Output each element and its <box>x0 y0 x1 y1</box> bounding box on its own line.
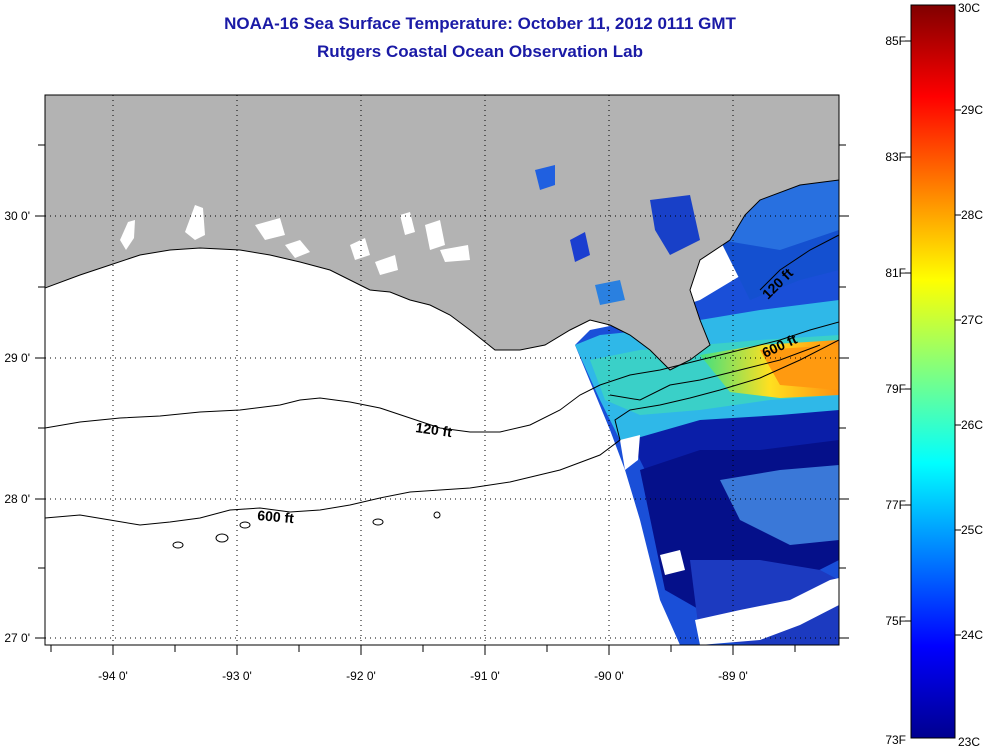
contour-label-120ft-west: 120 ft <box>415 419 454 440</box>
lon-label: -93 0' <box>222 669 252 683</box>
lat-label: 28 0' <box>4 492 30 506</box>
colorbar-c-label: 23C <box>958 735 980 749</box>
colorbar-c-label: 24C <box>961 628 983 642</box>
lon-label: -90 0' <box>594 669 624 683</box>
colorbar-f-label: 73F <box>885 733 906 747</box>
contour-label-600ft-west: 600 ft <box>257 507 295 526</box>
colorbar-f-label: 75F <box>885 614 906 628</box>
colorbar-f-label: 79F <box>885 382 906 396</box>
contour-600ft <box>45 339 839 526</box>
colorbar-c-label: 28C <box>961 208 983 222</box>
map-title: NOAA-16 Sea Surface Temperature: October… <box>224 14 736 33</box>
colorbar-c-label: 29C <box>961 103 983 117</box>
colorbar-c-label: 27C <box>961 313 983 327</box>
colorbar-ticks <box>905 40 961 636</box>
map-subtitle: Rutgers Coastal Ocean Observation Lab <box>317 42 643 61</box>
lat-label: 29 0' <box>4 351 30 365</box>
lon-label: -89 0' <box>718 669 748 683</box>
colorbar-f-label: 81F <box>885 266 906 280</box>
lon-label: -94 0' <box>98 669 128 683</box>
axis-ticks <box>35 144 849 655</box>
lat-label: 30 0' <box>4 209 30 223</box>
inland-water <box>120 205 470 275</box>
colorbar-c-label: 26C <box>961 418 983 432</box>
contour-120ft <box>45 321 839 433</box>
colorbar-c-label: 25C <box>961 523 983 537</box>
bathymetry-islands <box>172 511 441 549</box>
colorbar-f-label: 83F <box>885 150 906 164</box>
colorbar-f-label: 77F <box>885 498 906 512</box>
map-border <box>44 94 840 646</box>
lon-label: -92 0' <box>346 669 376 683</box>
colorbar-f-label: 85F <box>885 34 906 48</box>
colorbar-c-label: 30C <box>958 1 980 15</box>
graticule <box>45 95 839 645</box>
lat-label: 27 0' <box>4 631 30 645</box>
colorbar <box>910 4 956 739</box>
lon-label: -91 0' <box>470 669 500 683</box>
bay-sst <box>535 165 700 305</box>
